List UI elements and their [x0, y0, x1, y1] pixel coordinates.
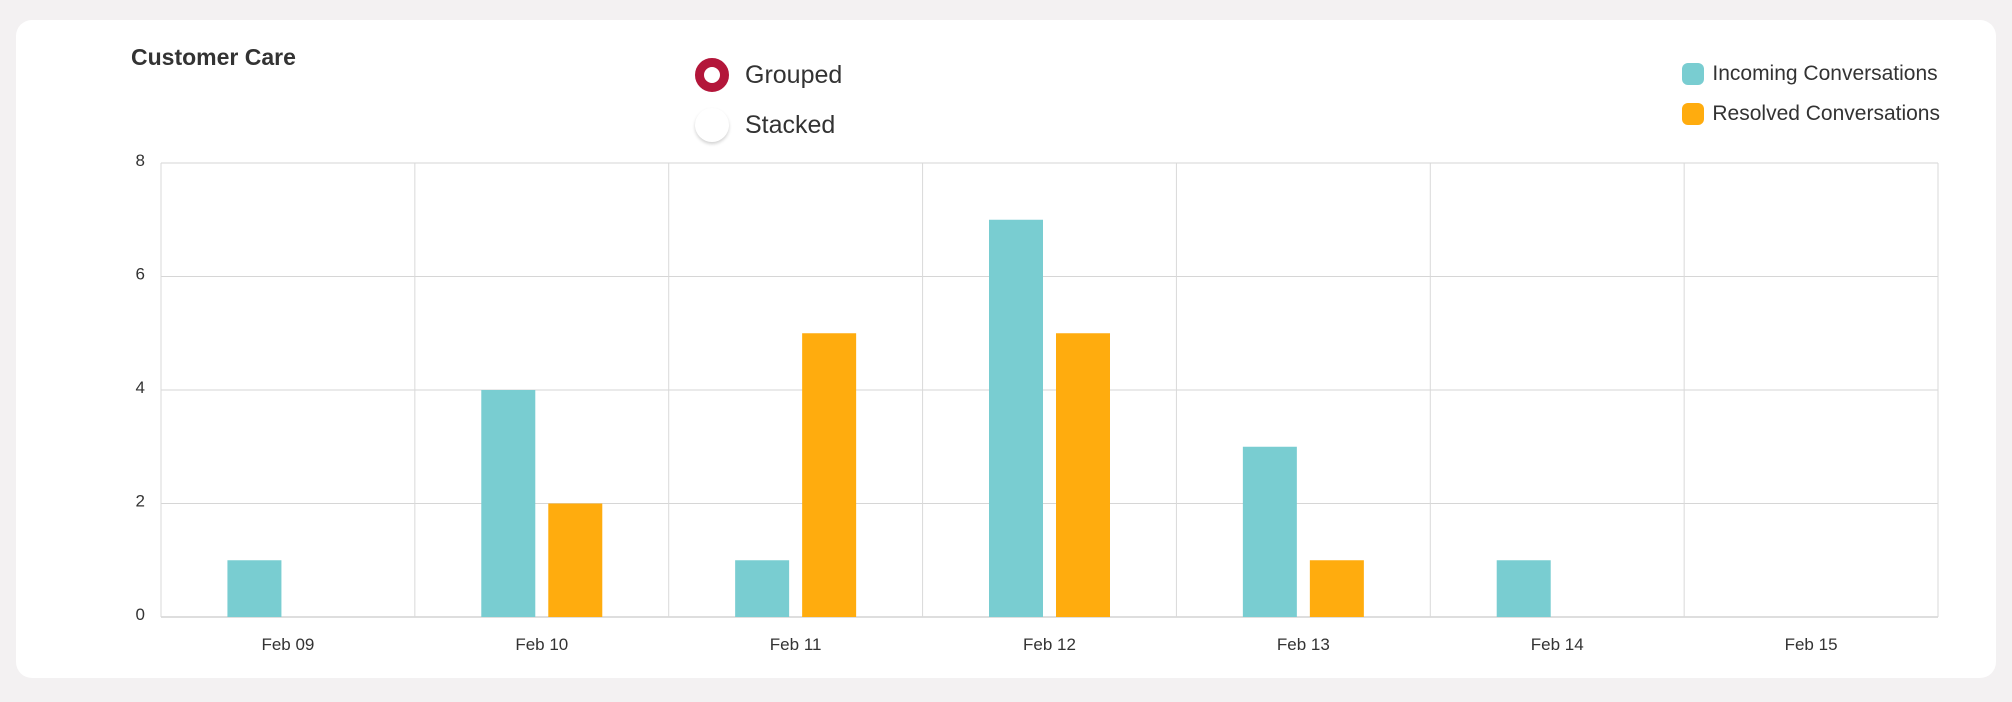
x-tick-label: Feb 14 [1531, 635, 1584, 654]
radio-unchecked-icon[interactable] [695, 108, 729, 142]
legend-label-incoming: Incoming Conversations [1712, 62, 1938, 85]
legend-swatch-resolved [1682, 103, 1705, 125]
mode-radio-group: Grouped Stacked [695, 50, 842, 150]
y-tick-label: 8 [136, 151, 145, 170]
bar-resolved [1309, 560, 1364, 617]
bar-incoming [989, 219, 1043, 617]
x-tick-label: Feb 10 [515, 635, 568, 654]
x-tick-label: Feb 12 [1023, 635, 1076, 654]
x-tick-label: Feb 15 [1785, 635, 1838, 654]
chart-legend: Incoming Conversations Resolved Conversa… [1682, 54, 1940, 134]
bar-incoming [227, 560, 282, 617]
bar-incoming [481, 390, 536, 617]
x-tick-label: Feb 09 [261, 635, 314, 654]
bar-resolved [1056, 333, 1110, 617]
radio-option-grouped[interactable]: Grouped [695, 50, 842, 100]
radio-checked-icon[interactable] [695, 58, 729, 92]
x-tick-label: Feb 13 [1277, 635, 1330, 654]
bar-incoming [735, 560, 790, 617]
legend-item-resolved[interactable]: Resolved Conversations [1682, 94, 1940, 134]
y-tick-label: 6 [136, 265, 145, 284]
radio-option-stacked[interactable]: Stacked [695, 100, 842, 150]
chart-title: Customer Care [131, 44, 296, 70]
legend-item-incoming[interactable]: Incoming Conversations [1682, 54, 1940, 94]
legend-label-resolved: Resolved Conversations [1712, 102, 1940, 125]
bar-resolved [548, 503, 603, 617]
radio-label-grouped: Grouped [745, 60, 843, 89]
radio-label-stacked: Stacked [745, 110, 836, 139]
x-tick-label: Feb 11 [770, 635, 822, 654]
y-tick-label: 4 [136, 378, 145, 397]
bar-resolved [802, 333, 857, 617]
bar-incoming [1496, 560, 1551, 617]
legend-swatch-incoming [1682, 63, 1705, 85]
bar-incoming [1242, 446, 1297, 617]
y-tick-label: 2 [136, 492, 145, 511]
y-tick-label: 0 [136, 605, 145, 624]
